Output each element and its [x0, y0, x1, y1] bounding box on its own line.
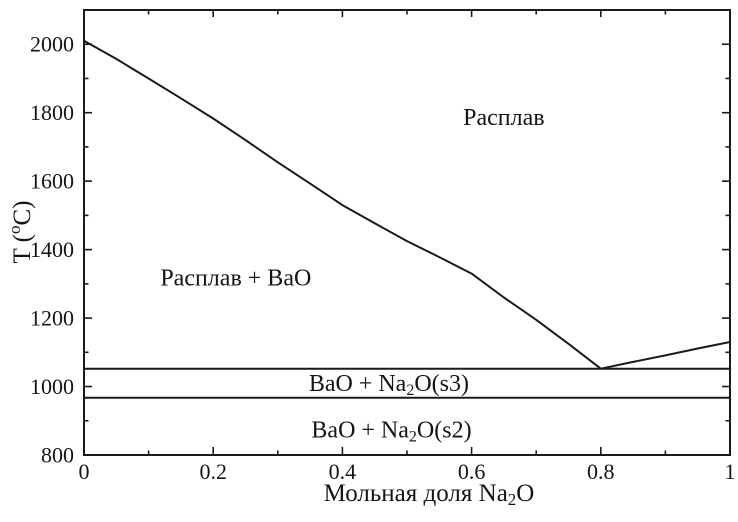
y-tick-label: 1600: [30, 169, 74, 194]
y-tick-label: 2000: [30, 32, 74, 57]
y-tick-label: 1800: [30, 100, 74, 125]
region-label-melt-plus-bao: Расплав + BaO: [160, 266, 311, 292]
y-axis-title: T (oC): [5, 201, 36, 264]
plot-frame: [83, 9, 731, 456]
region-label-bao-plus-na2o-s3: BaO + Na2O(s3): [309, 371, 469, 399]
x-tick-label: 0.8: [587, 459, 615, 484]
x-axis-title: Мольная доля Na2O: [324, 480, 535, 509]
region-label-bao-plus-na2o-s2: BaO + Na2O(s2): [311, 417, 471, 445]
y-tick-label: 800: [41, 443, 74, 468]
y-tick-label: 1200: [30, 306, 74, 331]
x-tick-label: 1: [725, 459, 736, 484]
y-tick-label: 1000: [30, 374, 74, 399]
y-tick-label: 1400: [30, 237, 74, 262]
x-tick-label: 0.6: [458, 459, 486, 484]
x-tick-label: 0: [79, 459, 90, 484]
liquidus-curve: [83, 39, 731, 370]
region-label-melt: Расплав: [463, 105, 544, 131]
x-tick-label: 0.4: [329, 459, 357, 484]
x-tick-label: 0.2: [199, 459, 227, 484]
